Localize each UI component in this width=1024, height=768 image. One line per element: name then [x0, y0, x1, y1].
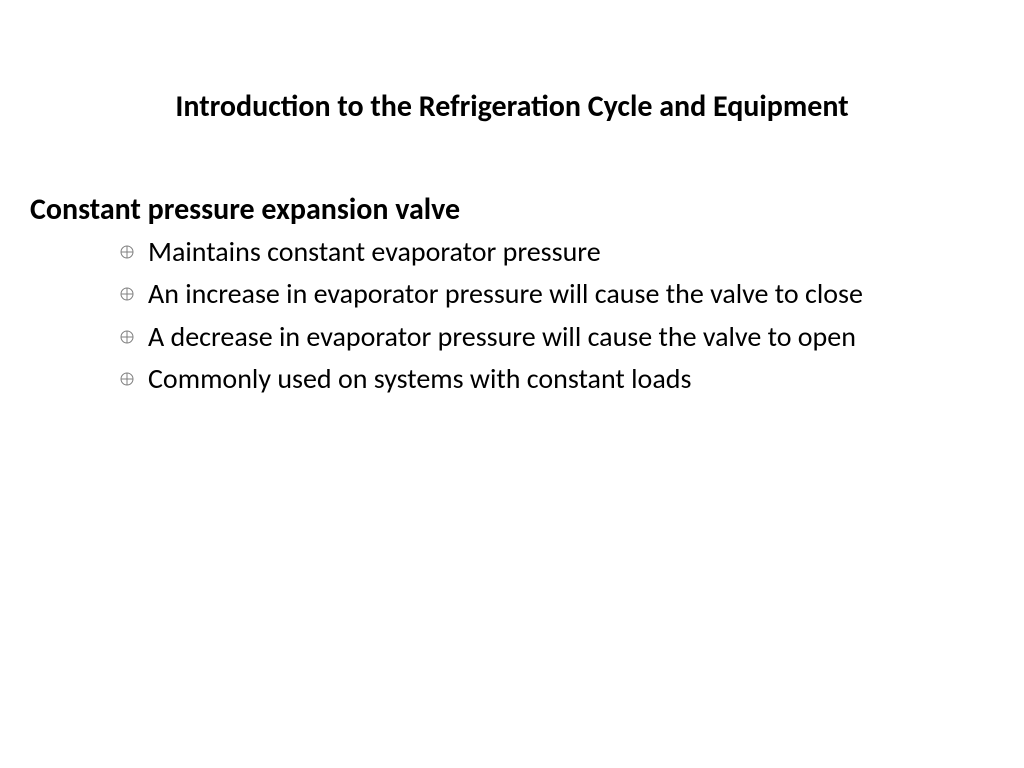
list-item-text: A decrease in evaporator pressure will c… — [148, 319, 856, 354]
list-item-text: An increase in evaporator pressure will … — [148, 276, 863, 311]
list-item: Commonly used on systems with constant l… — [120, 361, 984, 397]
list-item: A decrease in evaporator pressure will c… — [120, 319, 984, 355]
bullet-marker-icon — [120, 245, 134, 259]
bullet-list: Maintains constant evaporator pressure A… — [30, 234, 984, 398]
bullet-marker-icon — [120, 287, 134, 301]
slide-container: Introduction to the Refrigeration Cycle … — [0, 0, 1024, 768]
slide-subtitle: Constant pressure expansion valve — [30, 191, 984, 228]
bullet-marker-icon — [120, 330, 134, 344]
bullet-marker-icon — [120, 372, 134, 386]
slide-title: Introduction to the Refrigeration Cycle … — [0, 0, 1024, 125]
slide-content: Constant pressure expansion valve Mainta… — [0, 125, 1024, 398]
list-item: Maintains constant evaporator pressure — [120, 234, 984, 270]
list-item: An increase in evaporator pressure will … — [120, 276, 984, 312]
list-item-text: Maintains constant evaporator pressure — [148, 234, 601, 269]
list-item-text: Commonly used on systems with constant l… — [148, 361, 691, 396]
